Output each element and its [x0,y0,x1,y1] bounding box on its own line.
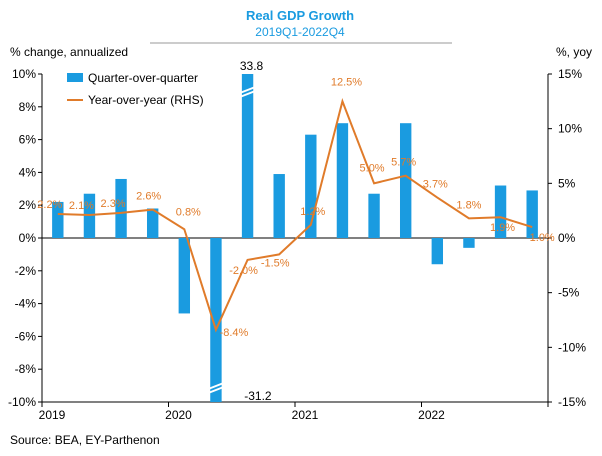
axis-break-mark [207,386,224,394]
bar-2019Q3 [115,178,127,238]
chart-subtitle: 2019Q1-2022Q4 [255,25,345,39]
right-tick-label: -10% [558,340,586,354]
bar-2019Q4 [146,208,159,238]
right-tick-label: -15% [558,395,586,409]
chart-title: Real GDP Growth [246,8,354,23]
left-tick-label: 8% [19,100,37,114]
yoy-data-label: 2.3% [101,198,126,210]
bar-2021Q2 [336,123,349,238]
bar-2020Q2 [210,238,222,402]
axis-break-mark [239,90,256,98]
source-note: Source: BEA, EY-Parthenon [10,433,160,447]
bar-value-label: -31.2 [244,389,272,403]
legend-label-qoq: Quarter-over-quarter [88,71,198,85]
yoy-line [57,98,533,333]
bar-2021Q4 [399,123,412,238]
left-axis-title: % change, annualized [10,45,128,59]
bar-2022Q4 [526,190,538,238]
yoy-data-label: -1.5% [261,257,290,269]
left-tick-label: 0% [19,231,37,245]
yoy-data-label: 3.7% [423,179,448,191]
bar-2021Q3 [368,193,380,238]
yoy-data-label: 2.2% [37,199,62,211]
yoy-data-label: -2.0% [229,265,258,277]
bars: -31.2 33.8 [52,59,538,403]
yoy-data-label: -8.4% [220,327,249,339]
x-tick-label: 2019 [39,408,66,422]
right-tick-label: 15% [558,67,582,81]
left-tick-label: 6% [19,133,37,147]
legend-swatch-qoq [67,73,83,82]
left-tick-label: -4% [15,297,37,311]
x-tick-label: 2021 [292,408,319,422]
x-tick-label: 2020 [165,408,192,422]
bar-value-label: 33.8 [240,59,264,73]
yoy-data-label: 5.7% [391,157,416,169]
axis-break-mark [239,86,256,94]
bar-2022Q2 [463,238,475,248]
bar-2020Q3 [241,74,254,238]
axis-break-mark [207,382,224,390]
right-tick-label: 10% [558,122,582,136]
right-tick-label: 0% [558,231,576,245]
right-axis-title: %, yoy [556,45,592,59]
left-tick-label: -2% [15,264,37,278]
yoy-data-label: 1.9% [490,222,515,234]
yoy-data-label: 1.2% [300,206,325,218]
legend: Quarter-over-quarter Year-over-year (RHS… [67,71,204,107]
yoy-data-label: 0.8% [176,206,201,218]
left-tick-label: -10% [8,395,36,409]
left-tick-label: -8% [15,362,37,376]
yoy-data-label: 12.5% [331,76,362,88]
data-labels: 2.2% 2.1% 2.3% 2.6% 0.8% -8.4% -2.0%-1.5% 1.2% 1… [37,76,555,339]
bar-2022Q1 [431,238,444,265]
axes: -10% -8% -6% -4% -2% 0% 2% 4% 6% 8% 10% -15% -10% -5%… [8,67,586,422]
x-tick-label: 2022 [418,408,445,422]
yoy-data-label: 2.1% [69,200,94,212]
yoy-data-label: 5.0% [360,162,385,174]
left-tick-label: 2% [19,198,37,212]
bar-2020Q1 [178,238,191,314]
bar-2019Q1 [52,201,64,238]
yoy-data-label: 1.8% [456,199,481,211]
bar-2020Q4 [273,174,285,238]
yoy-data-label: 2.6% [136,191,161,203]
bar-2022Q3 [494,185,507,238]
left-tick-label: -6% [15,329,37,343]
left-tick-label: 10% [12,67,36,81]
legend-label-yoy: Year-over-year (RHS) [88,93,204,107]
yoy-data-label: 1.0% [530,232,555,244]
bar-2021Q1 [305,134,317,238]
yoy-polyline [57,98,533,333]
right-tick-label: -5% [558,286,580,300]
left-tick-label: 4% [19,165,37,179]
right-tick-label: 5% [558,176,576,190]
